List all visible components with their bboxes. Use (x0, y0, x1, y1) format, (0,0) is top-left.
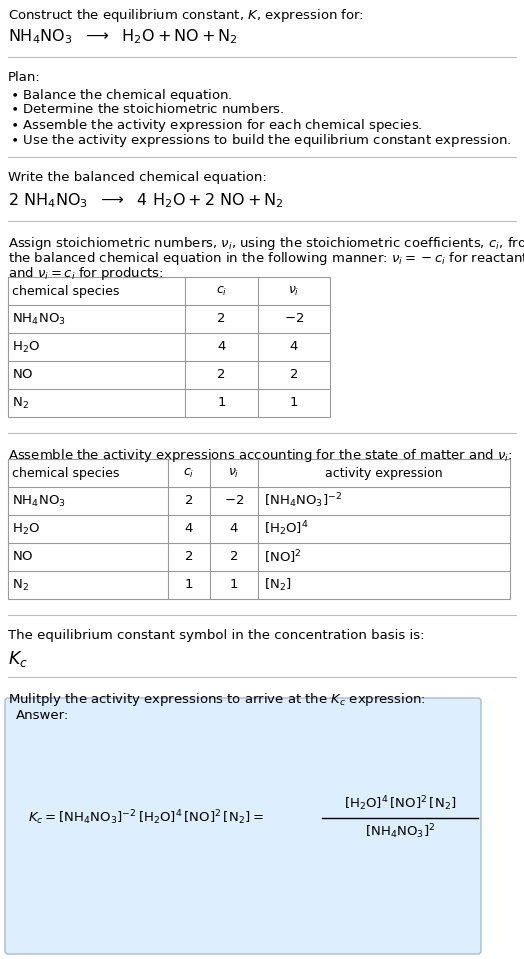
Bar (8, 277, 330, 417)
Text: $\mathrm{NO}$: $\mathrm{NO}$ (12, 368, 34, 382)
Text: $c_i$: $c_i$ (216, 285, 227, 297)
Text: 1: 1 (185, 578, 193, 592)
Text: 4: 4 (230, 523, 238, 535)
Text: $\nu_i$: $\nu_i$ (228, 466, 239, 480)
Text: $\mathrm{NH_4NO_3}$: $\mathrm{NH_4NO_3}$ (12, 312, 66, 327)
Text: $[\mathrm{NO}]^2$: $[\mathrm{NO}]^2$ (264, 549, 302, 566)
Text: chemical species: chemical species (12, 285, 119, 297)
Text: activity expression: activity expression (325, 466, 443, 480)
Text: 1: 1 (217, 396, 226, 409)
Text: $\bullet$ Determine the stoichiometric numbers.: $\bullet$ Determine the stoichiometric n… (10, 102, 285, 116)
Text: 4: 4 (185, 523, 193, 535)
Text: $\nu_i$: $\nu_i$ (288, 285, 300, 297)
Text: $[\mathrm{NH_4NO_3}]^{-2}$: $[\mathrm{NH_4NO_3}]^{-2}$ (264, 492, 342, 510)
Text: $[\mathrm{NH_4NO_3}]^2$: $[\mathrm{NH_4NO_3}]^2$ (365, 823, 435, 841)
Text: $-2$: $-2$ (224, 495, 244, 507)
Text: $[\mathrm{H_2O}]^4$: $[\mathrm{H_2O}]^4$ (264, 520, 309, 538)
FancyBboxPatch shape (5, 698, 481, 954)
Text: $\mathrm{H_2O}$: $\mathrm{H_2O}$ (12, 522, 40, 536)
Text: 4: 4 (217, 340, 226, 354)
Text: $-2$: $-2$ (284, 313, 304, 325)
Text: $\bullet$ Balance the chemical equation.: $\bullet$ Balance the chemical equation. (10, 87, 233, 104)
Text: Plan:: Plan: (8, 71, 41, 84)
Text: $\mathrm{NO}$: $\mathrm{NO}$ (12, 550, 34, 564)
Text: 4: 4 (290, 340, 298, 354)
Bar (8, 459, 510, 599)
Text: 2: 2 (230, 550, 238, 564)
Text: Assemble the activity expressions accounting for the state of matter and $\nu_i$: Assemble the activity expressions accoun… (8, 447, 512, 464)
Text: $\mathrm{H_2O}$: $\mathrm{H_2O}$ (12, 339, 40, 355)
Text: $\mathrm{NH_4NO_3}$: $\mathrm{NH_4NO_3}$ (12, 494, 66, 508)
Text: 2: 2 (290, 368, 298, 382)
Text: $K_c = [\mathrm{NH_4NO_3}]^{-2}\,[\mathrm{H_2O}]^4\,[\mathrm{NO}]^2\,[\mathrm{N_: $K_c = [\mathrm{NH_4NO_3}]^{-2}\,[\mathr… (28, 808, 264, 828)
Text: chemical species: chemical species (12, 466, 119, 480)
Text: 2: 2 (185, 550, 193, 564)
Text: $\mathrm{NH_4NO_3}$  $\longrightarrow$  $\mathrm{H_2O + NO + N_2}$: $\mathrm{NH_4NO_3}$ $\longrightarrow$ $\… (8, 27, 238, 46)
Text: The equilibrium constant symbol in the concentration basis is:: The equilibrium constant symbol in the c… (8, 629, 424, 642)
Text: Assign stoichiometric numbers, $\nu_i$, using the stoichiometric coefficients, $: Assign stoichiometric numbers, $\nu_i$, … (8, 235, 524, 252)
Text: 1: 1 (290, 396, 298, 409)
Text: Write the balanced chemical equation:: Write the balanced chemical equation: (8, 171, 267, 184)
Text: Mulitply the activity expressions to arrive at the $K_c$ expression:: Mulitply the activity expressions to arr… (8, 691, 426, 708)
Text: the balanced chemical equation in the following manner: $\nu_i = -c_i$ for react: the balanced chemical equation in the fo… (8, 250, 524, 267)
Text: Construct the equilibrium constant, $K$, expression for:: Construct the equilibrium constant, $K$,… (8, 7, 364, 24)
Text: $\mathrm{N_2}$: $\mathrm{N_2}$ (12, 395, 29, 410)
Text: 2: 2 (217, 368, 226, 382)
Text: 2: 2 (217, 313, 226, 325)
Text: $\bullet$ Assemble the activity expression for each chemical species.: $\bullet$ Assemble the activity expressi… (10, 117, 423, 134)
Text: 1: 1 (230, 578, 238, 592)
Text: Answer:: Answer: (16, 709, 69, 722)
Text: $K_c$: $K_c$ (8, 649, 28, 669)
Text: $[\mathrm{H_2O}]^4\,[\mathrm{NO}]^2\,[\mathrm{N_2}]$: $[\mathrm{H_2O}]^4\,[\mathrm{NO}]^2\,[\m… (344, 795, 456, 813)
Text: $c_i$: $c_i$ (183, 466, 194, 480)
Text: 2: 2 (185, 495, 193, 507)
Text: $\mathrm{N_2}$: $\mathrm{N_2}$ (12, 577, 29, 593)
Text: $\bullet$ Use the activity expressions to build the equilibrium constant express: $\bullet$ Use the activity expressions t… (10, 132, 511, 149)
Text: $[\mathrm{N_2}]$: $[\mathrm{N_2}]$ (264, 577, 291, 593)
Text: and $\nu_i = c_i$ for products:: and $\nu_i = c_i$ for products: (8, 265, 163, 282)
Text: $2\ \mathrm{NH_4NO_3}$  $\longrightarrow$  $4\ \mathrm{H_2O} + 2\ \mathrm{NO} + : $2\ \mathrm{NH_4NO_3}$ $\longrightarrow$… (8, 191, 284, 210)
